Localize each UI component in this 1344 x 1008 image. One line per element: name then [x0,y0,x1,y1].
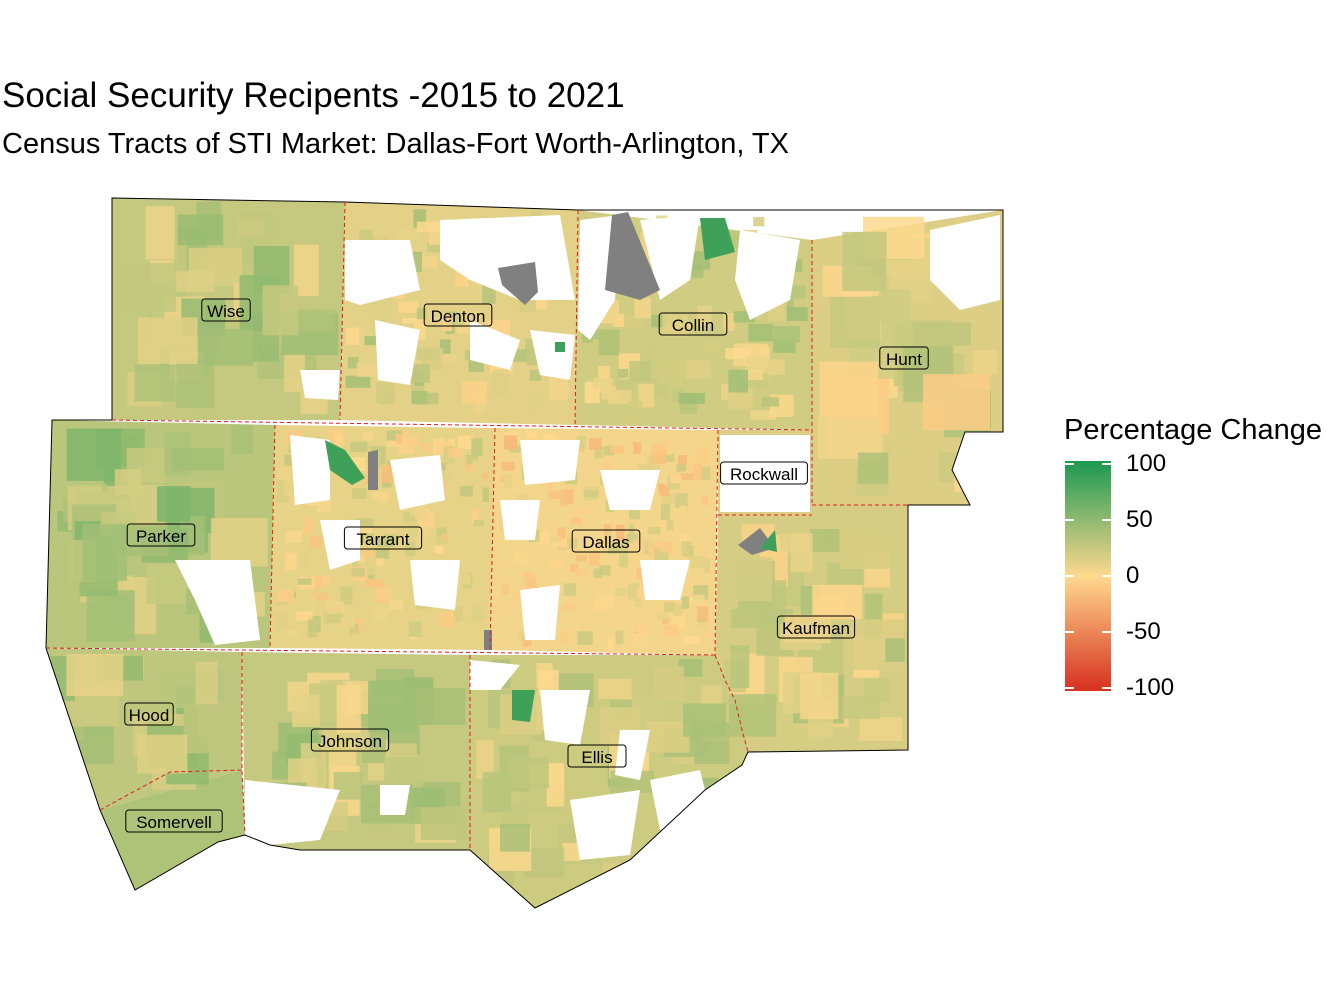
county-label-denton: Denton [423,303,493,327]
county-label-wise: Wise [201,298,251,322]
legend-tick-mark [1065,687,1074,689]
county-label-tarrant: Tarrant [343,526,423,550]
county-label-text: Hunt [886,350,922,369]
no-data-areas [175,215,1000,860]
legend-tick-mark [1102,631,1111,633]
legend-tick-label: 50 [1126,506,1153,533]
county-label-text: Somervell [136,813,212,832]
legend-tick-mark [1102,519,1111,521]
county-label-text: Rockwall [730,465,798,484]
county-label-kaufman: Kaufman [776,615,856,639]
county-label-hood: Hood [124,702,174,726]
legend-tick-mark [1065,575,1074,577]
county-label-text: Denton [431,307,486,326]
county-label-collin: Collin [658,312,728,336]
legend-tick-mark [1065,463,1074,465]
high-growth-tracts [325,218,777,722]
region-outline [45,197,1004,909]
county-label-text: Hood [129,706,170,725]
county-label-text: Tarrant [357,530,410,549]
county-label-hunt: Hunt [879,346,929,370]
county-label-text: Dallas [582,533,629,552]
legend-tick-label: -100 [1126,674,1175,701]
legend-tick-label: 0 [1126,562,1140,589]
county-somervell [100,770,245,890]
legend-tick-mark [1065,631,1074,633]
county-label-text: Collin [672,316,715,335]
county-label-parker: Parker [126,523,196,547]
legend-tick-mark [1102,687,1111,689]
county-label-text: Kaufman [782,619,850,638]
county-label-dallas: Dallas [571,529,641,553]
legend-title: Percentage Change [1064,414,1322,446]
legend-tick-label: -50 [1126,618,1161,645]
legend-tick-mark [1065,519,1074,521]
legend-tick-mark [1102,575,1111,577]
county-label-somervell: Somervell [125,809,223,833]
county-borders [45,201,908,850]
legend-tick-label: 100 [1126,450,1167,477]
legend-tick-mark [1102,463,1111,465]
county-label-ellis: Ellis [567,744,627,768]
county-label-text: Wise [207,302,245,321]
county-label-rockwall: Rockwall [720,461,808,485]
map-subtitle: Census Tracts of STI Market: Dallas-Fort… [2,128,789,160]
county-label-text: Ellis [581,748,612,767]
map-title: Social Security Recipents -2015 to 2021 [2,76,625,115]
county-label-text: Johnson [318,732,382,751]
county-label-text: Parker [136,527,186,546]
county-label-johnson: Johnson [310,728,390,752]
county-labels: Wise Denton Collin Hunt Parker Tarrant Dallas R… [124,298,929,833]
